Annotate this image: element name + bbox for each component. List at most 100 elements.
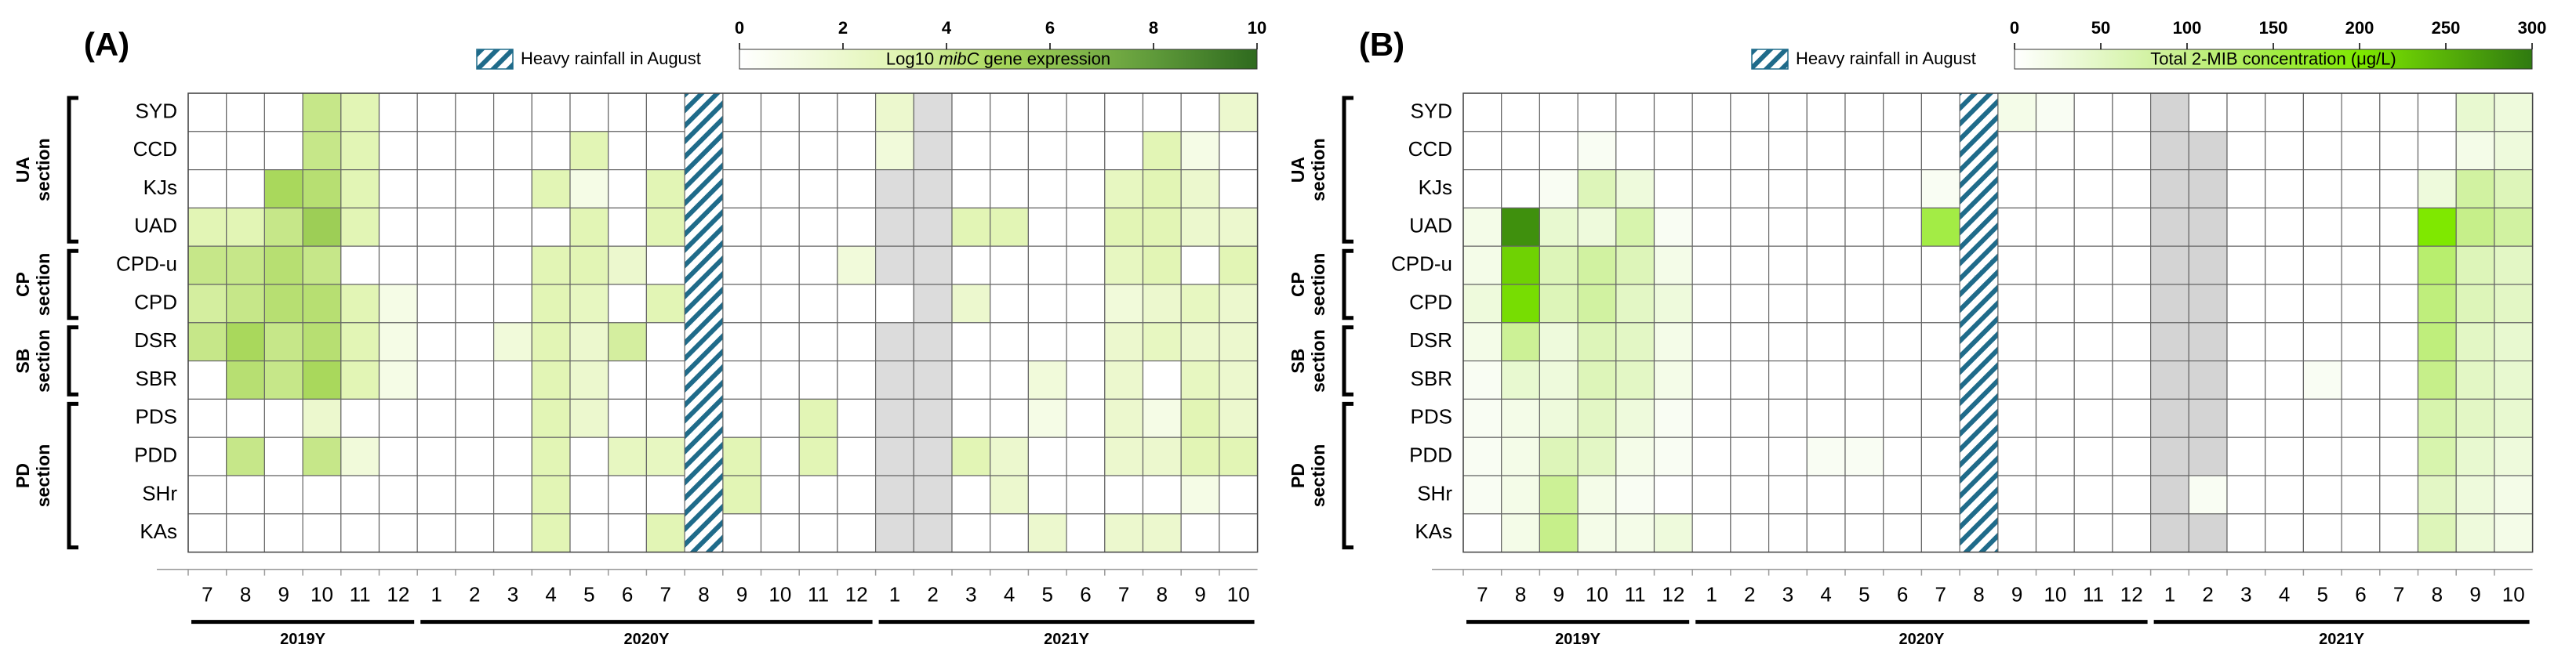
heat-cell <box>1768 245 1808 285</box>
heat-cell <box>1883 513 1922 553</box>
heat-cell <box>1997 92 2037 132</box>
heat-cell <box>2417 475 2457 515</box>
heat-cell <box>416 436 456 476</box>
missing-cell <box>2150 169 2189 209</box>
heat-cell <box>1730 92 1770 132</box>
heat-cell <box>1768 284 1808 324</box>
section-label: CPsection <box>13 253 53 317</box>
heat-cell <box>2112 398 2152 438</box>
heat-cell <box>798 513 838 553</box>
heat-cell <box>2226 398 2266 438</box>
heat-cell <box>1501 436 1540 476</box>
heat-cell <box>1142 131 1182 171</box>
heat-cell <box>722 436 762 476</box>
heat-cell <box>874 92 914 132</box>
heat-cell <box>531 169 571 209</box>
heat-cell <box>2455 131 2495 171</box>
heat-cell <box>492 131 532 171</box>
heat-cell <box>263 169 303 209</box>
heat-cell <box>378 360 418 400</box>
heat-cell <box>340 92 380 132</box>
row-label: SYD <box>136 99 177 122</box>
section-bracket <box>67 325 78 396</box>
x-tick-label: 9 <box>278 582 289 606</box>
missing-cell <box>2150 245 2189 285</box>
heat-cell <box>1142 245 1182 285</box>
heat-cell <box>645 322 685 362</box>
heat-cell <box>531 131 571 171</box>
heat-cell <box>1027 475 1067 515</box>
heat-cell <box>1501 92 1540 132</box>
heat-cell <box>2302 322 2342 362</box>
heat-cell <box>531 284 571 324</box>
heat-cell <box>187 475 227 515</box>
heat-cell <box>1806 245 1846 285</box>
heat-cell <box>1615 398 1655 438</box>
heat-cell <box>990 92 1029 132</box>
heat-cell <box>2417 360 2457 400</box>
year-label: 2019Y <box>1555 631 1600 648</box>
section-bracket <box>67 401 78 550</box>
heat-cell <box>1180 398 1220 438</box>
heat-cell <box>2226 436 2266 476</box>
missing-cell <box>913 131 953 171</box>
heat-cell <box>1104 92 1144 132</box>
heat-cell <box>492 513 532 553</box>
heat-cell <box>1806 322 1846 362</box>
missing-cell <box>2188 322 2228 362</box>
section-label: UAsection <box>1288 138 1328 201</box>
x-tick-label: 11 <box>350 582 371 606</box>
heat-cell <box>263 360 303 400</box>
heat-cell <box>1462 513 1502 553</box>
section-label-line: SB <box>13 349 33 374</box>
heat-cell <box>1883 169 1922 209</box>
heat-cell <box>1997 207 2037 247</box>
heat-cell <box>837 169 877 209</box>
heat-cell <box>1577 475 1617 515</box>
heat-cell <box>340 207 380 247</box>
heat-cell <box>1462 131 1502 171</box>
heat-cell <box>1997 475 2037 515</box>
heat-cell <box>2341 513 2381 553</box>
colorbar-tick-label: 2 <box>838 18 848 38</box>
missing-cell <box>913 169 953 209</box>
heat-cell <box>1142 322 1182 362</box>
heat-cell <box>837 131 877 171</box>
heat-cell <box>2112 131 2152 171</box>
grid-frame <box>1462 92 2534 553</box>
heat-cell <box>837 436 877 476</box>
heat-cell <box>990 284 1029 324</box>
heat-cell <box>2073 436 2113 476</box>
heat-cell <box>2494 322 2534 362</box>
heat-cell <box>1462 322 1502 362</box>
heat-cell <box>1920 360 1960 400</box>
section-bracket <box>1342 248 1353 320</box>
heat-cell <box>2379 360 2419 400</box>
heat-cell <box>1577 92 1617 132</box>
heat-cell <box>455 169 495 209</box>
heat-cell <box>1577 169 1617 209</box>
heat-cell <box>2265 360 2304 400</box>
heat-cell <box>2455 322 2495 362</box>
heat-cell <box>1219 92 1259 132</box>
heat-cell <box>2455 436 2495 476</box>
heat-cell <box>2073 92 2113 132</box>
heat-cell <box>951 513 991 553</box>
heat-cell <box>569 513 609 553</box>
section-label-line: CP <box>13 272 33 297</box>
heat-cell <box>1806 131 1846 171</box>
heat-cell <box>645 436 685 476</box>
row-label: PDS <box>136 405 177 429</box>
x-tick-label: 2 <box>927 582 938 606</box>
heat-cell <box>1844 398 1884 438</box>
heat-cell <box>455 475 495 515</box>
year-label: 2019Y <box>280 631 325 648</box>
section-label-line: section <box>33 444 53 508</box>
heat-cell <box>1104 398 1144 438</box>
section-label-line: section <box>1308 138 1328 201</box>
heat-cell <box>1691 169 1731 209</box>
heat-cell <box>2341 92 2381 132</box>
heat-cell <box>1691 284 1731 324</box>
heat-cell <box>2265 284 2304 324</box>
heat-cell <box>1180 207 1220 247</box>
